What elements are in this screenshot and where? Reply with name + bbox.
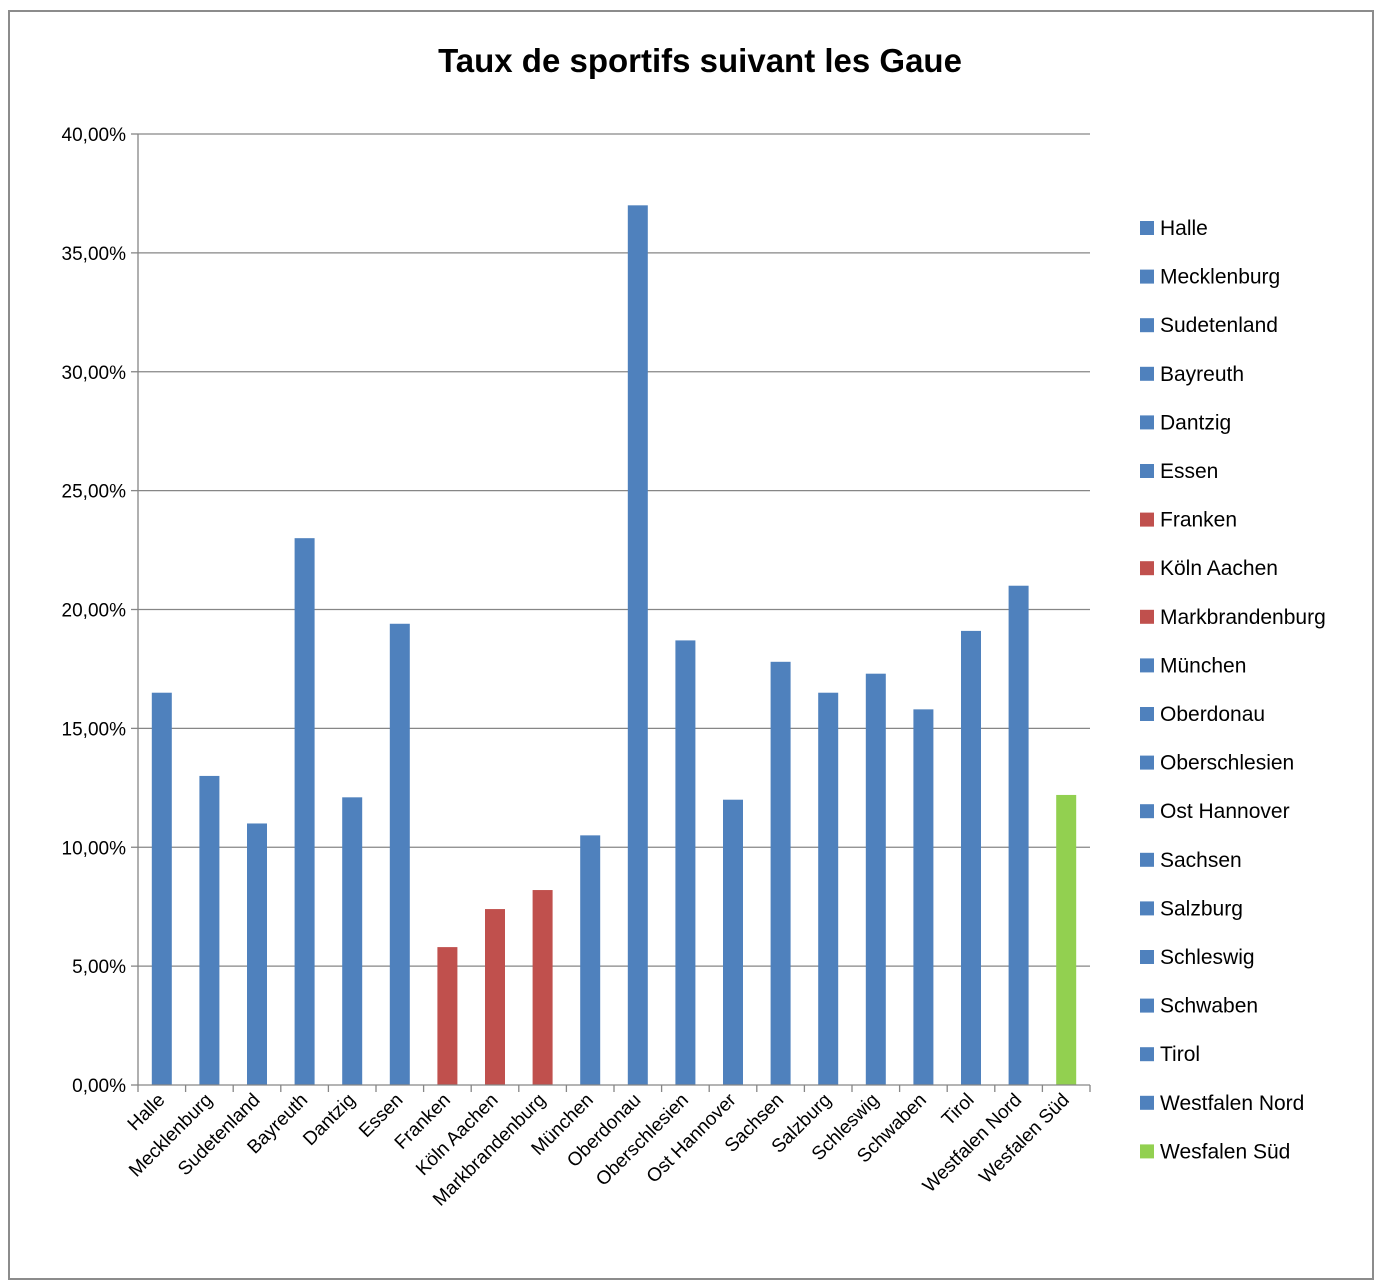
legend-label: Mecklenburg	[1160, 266, 1280, 289]
legend-label: Halle	[1160, 217, 1208, 240]
legend-label: Wesfalen Süd	[1160, 1140, 1290, 1163]
bar	[1008, 585, 1029, 1085]
y-tick-label: 25,00%	[62, 482, 127, 503]
legend-label: Salzburg	[1160, 897, 1243, 920]
legend-swatch	[1140, 1095, 1154, 1110]
legend-label: Schwaben	[1160, 995, 1258, 1018]
legend-label: Dantzig	[1160, 411, 1231, 434]
legend-label: Sudetenland	[1160, 314, 1278, 337]
legend-swatch	[1140, 609, 1154, 624]
legend-label: Oberdonau	[1160, 703, 1265, 726]
legend: Halle Mecklenburg Sudetenland Bayreuth Dantz…	[1140, 217, 1326, 1163]
bar	[865, 673, 886, 1085]
legend-swatch	[1140, 512, 1154, 527]
y-tick-label: 15,00%	[62, 719, 127, 740]
bar	[627, 205, 648, 1085]
y-tick-label: 40,00%	[62, 125, 127, 146]
bar	[342, 797, 363, 1085]
legend-label: Westfalen Nord	[1160, 1092, 1304, 1115]
bar	[437, 947, 458, 1085]
legend-swatch	[1140, 998, 1154, 1013]
legend-label: Köln Aachen	[1160, 557, 1278, 580]
legend-swatch	[1140, 561, 1154, 576]
legend-swatch	[1140, 318, 1154, 333]
bar	[247, 823, 267, 1085]
chart-title: Taux de sportifs suivant les Gaue	[438, 42, 962, 79]
legend-swatch	[1140, 707, 1154, 721]
bar	[294, 538, 315, 1085]
bar	[770, 661, 791, 1085]
legend-label: Ost Hannover	[1160, 800, 1290, 823]
x-axis-ticks: HalleMecklenburgSudetenlandBayreuthDantz…	[124, 1089, 1074, 1210]
bar	[818, 692, 839, 1085]
legend-swatch	[1140, 221, 1154, 235]
legend-swatch	[1140, 804, 1154, 819]
legend-swatch	[1140, 901, 1154, 916]
bars	[151, 205, 1077, 1085]
legend-swatch	[1140, 1144, 1154, 1159]
y-tick-label: 0,00%	[72, 1076, 126, 1097]
bar	[151, 692, 172, 1085]
legend-swatch	[1140, 1047, 1154, 1062]
legend-swatch	[1140, 755, 1154, 770]
bar	[389, 623, 410, 1085]
axes	[131, 133, 1091, 1092]
legend-label: Sachsen	[1160, 849, 1242, 872]
y-tick-label: 5,00%	[72, 957, 126, 978]
legend-swatch	[1140, 950, 1154, 964]
x-tick-label: Tirol	[938, 1090, 978, 1130]
legend-swatch	[1140, 366, 1154, 381]
y-tick-label: 10,00%	[62, 838, 127, 859]
legend-label: Oberschlesien	[1160, 752, 1294, 775]
y-axis-ticks: 0,00% 5,00% 10,00% 15,00% 20,00% 25,00% 30,00%…	[62, 125, 127, 1097]
bar	[913, 709, 934, 1085]
legend-label: Bayreuth	[1160, 363, 1244, 386]
legend-swatch	[1140, 852, 1154, 867]
legend-label: Markbrandenburg	[1160, 606, 1326, 629]
legend-swatch	[1140, 415, 1154, 430]
gridlines	[138, 133, 1090, 967]
x-tick-label: Dantzig	[299, 1090, 359, 1150]
bar	[580, 835, 601, 1085]
bar	[675, 640, 696, 1085]
bar	[723, 799, 743, 1085]
legend-label: München	[1160, 654, 1246, 677]
y-tick-label: 20,00%	[62, 601, 127, 622]
bar	[961, 630, 981, 1085]
legend-swatch	[1140, 269, 1154, 284]
y-tick-label: 35,00%	[62, 244, 127, 265]
legend-swatch	[1140, 464, 1154, 478]
legend-label: Tirol	[1160, 1043, 1200, 1066]
legend-label: Essen	[1160, 460, 1218, 483]
legend-label: Schleswig	[1160, 946, 1255, 969]
bar	[199, 775, 220, 1085]
y-tick-label: 30,00%	[62, 363, 127, 384]
legend-swatch	[1140, 658, 1154, 673]
bar	[532, 890, 553, 1085]
bar	[485, 909, 505, 1085]
bar	[1056, 794, 1077, 1085]
legend-label: Franken	[1160, 509, 1237, 532]
